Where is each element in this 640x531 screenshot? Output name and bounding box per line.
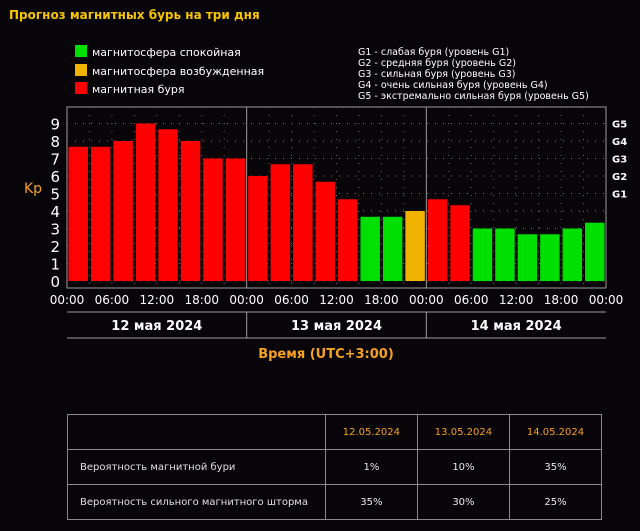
kp-forecast-chart: магнитосфера спокойная магнитосфера возб…	[24, 45, 627, 362]
g-scale-item-g2: G2 - средняя буря (уровень G2)	[358, 58, 516, 69]
y-tick-label: 5	[50, 186, 60, 204]
kp-bar	[248, 176, 268, 281]
legend-label-active: магнитосфера возбужденная	[92, 65, 264, 78]
page-title: Прогноз магнитных бурь на три дня	[9, 8, 260, 22]
x-tick-label: 18:00	[364, 293, 399, 307]
table-cell: 10%	[416, 449, 510, 485]
y-tick-label: 3	[50, 221, 60, 239]
g-scale-item-g3: G3 - сильная буря (уровень G3)	[358, 69, 516, 80]
g-scale-item-g4: G4 - очень сильная буря (уровень G4)	[358, 80, 548, 91]
y-tick-label: 7	[50, 151, 60, 169]
y-tick-label: 1	[50, 256, 60, 274]
table-header-cell: 14.05.2024	[508, 414, 603, 450]
x-tick-label: 06:00	[95, 293, 130, 307]
g-level-label: G2	[612, 172, 627, 183]
x-axis: 00:00 06:00 12:00 18:00 00:00 06:00 12:00 18:00…	[50, 293, 624, 307]
table-cell: 25%	[508, 484, 603, 520]
x-tick-label: 06:00	[274, 293, 309, 307]
kp-bar	[562, 228, 583, 281]
g-scale-item-g5: G5 - экстремально сильная буря (уровень …	[358, 91, 589, 102]
table-cell: 35%	[508, 449, 603, 485]
kp-bar	[225, 158, 246, 281]
g-level-label: G4	[612, 137, 627, 148]
table-row-label: Вероятность магнитной бури	[67, 449, 326, 485]
kp-bar	[315, 181, 335, 281]
y-tick-label: 4	[50, 203, 60, 221]
x-tick-label: 18:00	[544, 293, 579, 307]
table-cell: 30%	[416, 484, 510, 520]
kp-bar	[158, 129, 178, 281]
bars	[68, 123, 605, 281]
kp-bar	[495, 228, 515, 281]
kp-bar	[405, 211, 425, 281]
kp-bar	[472, 228, 493, 281]
g-scale-legend: G1 - слабая буря (уровень G1) G2 - средн…	[358, 47, 589, 102]
table-header-cell: 13.05.2024	[416, 414, 510, 450]
table-cell: 35%	[324, 484, 418, 520]
x-axis-label: Время (UTC+3:00)	[258, 347, 394, 362]
y-tick-label: 6	[50, 168, 60, 186]
legend-swatch-quiet	[75, 45, 87, 57]
x-tick-label: 00:00	[589, 293, 624, 307]
grid	[67, 107, 606, 288]
legend-swatch-storm	[75, 82, 87, 94]
table-cell: 1%	[324, 449, 418, 485]
x-tick-label: 00:00	[50, 293, 85, 307]
legend-swatch-active	[75, 64, 87, 76]
kp-bar	[338, 199, 358, 281]
table-row: Вероятность сильного магнитного шторма 3…	[67, 484, 603, 520]
x-tick-label: 12:00	[499, 293, 534, 307]
g-level-label: G3	[612, 155, 627, 166]
g-level-label: G5	[612, 120, 627, 131]
legend-label-storm: магнитная буря	[92, 83, 185, 96]
kp-bar	[135, 123, 156, 281]
kp-bar	[113, 141, 133, 281]
y-axis-label: Kp	[24, 181, 42, 197]
kp-bar	[360, 216, 380, 281]
kp-bar	[293, 164, 313, 281]
x-tick-label: 06:00	[454, 293, 489, 307]
kp-bar	[450, 205, 470, 281]
y-tick-label: 2	[50, 238, 60, 256]
y-tick-label: 9	[50, 116, 60, 134]
table-row-label: Вероятность сильного магнитного шторма	[67, 484, 326, 520]
x-tick-label: 00:00	[409, 293, 444, 307]
x-tick-label: 18:00	[184, 293, 219, 307]
kp-bar	[382, 216, 403, 281]
table-corner-cell	[67, 414, 326, 450]
legend-label-quiet: магнитосфера спокойная	[92, 46, 241, 59]
table-header-cell: 12.05.2024	[324, 414, 418, 450]
g-scale-item-g1: G1 - слабая буря (уровень G1)	[358, 47, 509, 58]
table-header-row: 12.05.2024 13.05.2024 14.05.2024	[67, 414, 603, 450]
probability-table: 12.05.2024 13.05.2024 14.05.2024 Вероятн…	[67, 414, 603, 520]
table-row: Вероятность магнитной бури 1% 10% 35%	[67, 449, 603, 485]
kp-bar	[427, 199, 448, 281]
y-tick-label: 8	[50, 133, 60, 151]
x-tick-label: 12:00	[319, 293, 354, 307]
kp-bar	[68, 146, 88, 281]
kp-bar	[540, 234, 560, 281]
kp-bar	[270, 164, 291, 281]
day-label: 12 мая 2024	[111, 319, 202, 334]
x-tick-label: 12:00	[140, 293, 175, 307]
kp-bar	[517, 234, 538, 281]
kp-bar	[585, 222, 605, 281]
g-axis: G1 G2 G3 G4 G5	[612, 120, 627, 201]
day-label: 14 мая 2024	[471, 319, 562, 334]
legend: магнитосфера спокойная магнитосфера возб…	[75, 45, 264, 96]
kp-bar	[180, 141, 201, 281]
y-tick-label: 0	[50, 273, 60, 291]
kp-bar	[203, 158, 223, 281]
x-tick-label: 00:00	[229, 293, 264, 307]
kp-bar	[90, 146, 111, 281]
day-axis: 12 мая 2024 13 мая 2024 14 мая 2024	[67, 311, 606, 339]
day-label: 13 мая 2024	[291, 319, 382, 334]
g-level-label: G1	[612, 190, 627, 201]
